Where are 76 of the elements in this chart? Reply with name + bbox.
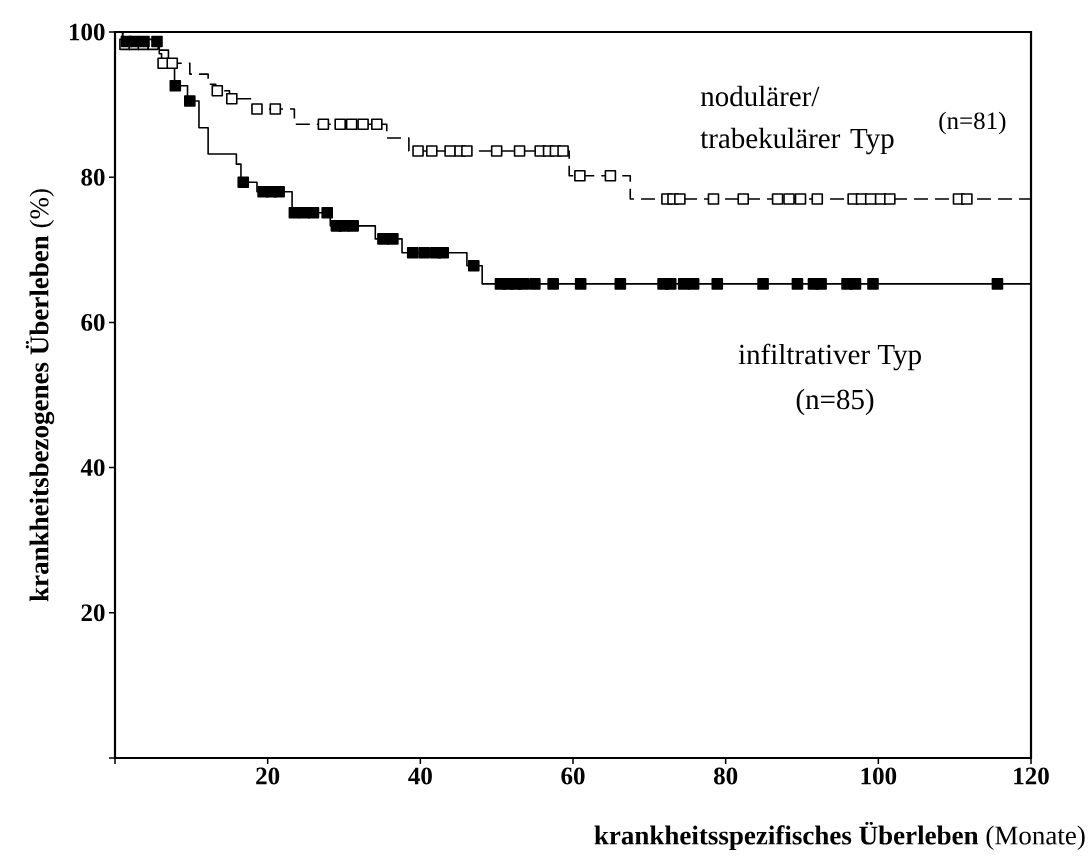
point — [791, 278, 804, 290]
x-axis-title: krankheitsspezifisches Überleben (Monate) — [594, 821, 1085, 851]
point — [211, 85, 224, 97]
point — [557, 145, 569, 157]
point — [574, 278, 587, 290]
point — [513, 145, 526, 157]
point — [461, 145, 473, 157]
point — [418, 246, 430, 259]
point — [867, 278, 879, 290]
point — [412, 145, 424, 157]
point — [711, 278, 724, 290]
y-tick-label: 60 — [81, 313, 105, 331]
point — [406, 246, 419, 259]
x-tick-label: 100 — [861, 767, 897, 785]
y-axis-title: krankheitsbezogenes Überleben (%) — [25, 189, 55, 602]
x-tick-label: 40 — [408, 767, 432, 785]
point — [517, 278, 530, 290]
point — [317, 118, 330, 130]
y-tick-label: 80 — [81, 168, 105, 186]
y-tick-label: 100 — [69, 23, 105, 41]
annotation: (n=85) — [796, 388, 874, 416]
point — [757, 278, 769, 290]
point — [771, 193, 784, 205]
point — [357, 118, 369, 130]
point — [961, 193, 973, 205]
point — [225, 92, 238, 105]
point — [707, 193, 720, 205]
point — [184, 95, 196, 107]
point — [674, 193, 686, 205]
x-tick-label: 120 — [1014, 767, 1049, 785]
point — [347, 220, 359, 232]
point — [687, 278, 700, 290]
point — [604, 169, 617, 182]
point — [321, 206, 334, 219]
y-tick-label: 40 — [80, 459, 105, 477]
point — [151, 35, 163, 48]
point — [425, 145, 438, 157]
point — [737, 193, 750, 205]
point — [166, 57, 179, 70]
point — [307, 206, 320, 219]
point — [334, 118, 346, 130]
point — [864, 193, 877, 205]
point — [574, 169, 586, 182]
point — [849, 278, 862, 290]
point — [288, 206, 301, 219]
x-tick-label: 80 — [714, 767, 738, 785]
point — [269, 103, 282, 115]
point — [490, 145, 503, 157]
y-tick-label: 20 — [81, 604, 105, 622]
point — [467, 259, 480, 272]
point — [664, 278, 677, 290]
x-tick-label: 20 — [256, 767, 280, 785]
point — [547, 278, 559, 290]
annotation: (n=81) — [939, 111, 1006, 135]
point — [251, 103, 263, 115]
x-tick-label: 60 — [561, 767, 585, 785]
point — [237, 176, 250, 189]
point — [815, 278, 827, 290]
point — [377, 233, 389, 245]
point — [371, 118, 383, 130]
point — [437, 246, 450, 259]
point — [169, 79, 182, 92]
point — [444, 145, 456, 157]
point — [794, 193, 807, 205]
point — [811, 193, 824, 205]
point — [783, 193, 795, 205]
annotation: infiltrativer Typ — [738, 343, 921, 371]
point — [614, 278, 627, 290]
point — [273, 185, 285, 198]
point — [883, 193, 896, 205]
point — [345, 118, 358, 130]
point — [677, 278, 690, 290]
annotation: nodulärer/ trabekulärer Typ — [700, 85, 894, 155]
point — [991, 278, 1004, 290]
point — [387, 233, 399, 245]
point — [529, 278, 541, 290]
